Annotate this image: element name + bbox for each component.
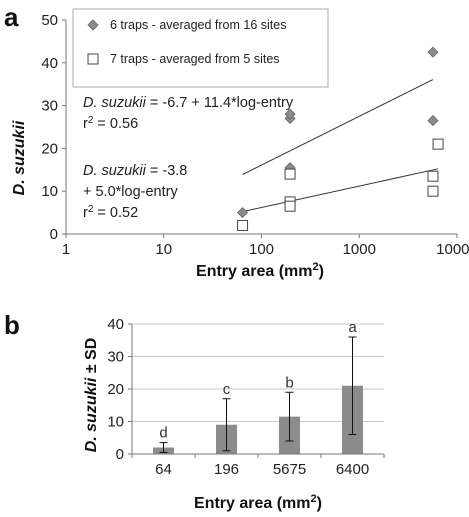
significance-letter-64: d: [159, 425, 167, 442]
y-tick-label-a: 0: [50, 226, 58, 243]
data-point-series-1: [427, 46, 439, 58]
y-axis-title-b: D. suzukii ± SD: [83, 338, 100, 453]
data-point-series-1: [284, 108, 296, 120]
legend-a: 6 traps - averaged from 16 sites 7 traps …: [72, 8, 329, 88]
x-tick-label-b: 5675: [273, 461, 306, 478]
x-axis-title-a: Entry area (mm2): [196, 261, 324, 280]
panel-b: b d c b a 0 10 20 30 40 64 196 5675 6400 Entry area…: [4, 310, 385, 512]
data-point-series-1: [427, 115, 439, 127]
equation-1-line-2: r2 = 0.56: [83, 115, 138, 132]
panel-a: a 6 traps - averaged from 16 sites 7 trap…: [4, 2, 469, 280]
trend-line-series-1: [242, 79, 434, 175]
x-tick-label-b: 64: [155, 461, 172, 478]
significance-letter-6400: a: [348, 319, 357, 336]
x-tick-label-b: 196: [214, 461, 239, 478]
x-tick-label-a: 1000: [343, 241, 376, 258]
legend-marker-1: [87, 19, 99, 31]
data-point-series-2: [427, 185, 439, 197]
y-tick-label-a: 50: [41, 12, 58, 29]
data-point-series-2: [284, 200, 296, 212]
data-point-series-2: [427, 170, 439, 182]
y-tick-label-b: 0: [116, 446, 124, 463]
legend-label-1: 6 traps - averaged from 16 sites: [110, 18, 286, 32]
x-tick-label-b: 6400: [336, 461, 369, 478]
x-axis-title-b: Entry area (mm2): [194, 493, 322, 512]
x-tick-label-a: 1: [62, 241, 70, 258]
x-tick-label-a: 10000: [436, 241, 469, 258]
y-tick-label-b: 10: [107, 414, 124, 431]
x-tick-label-a: 10: [155, 241, 172, 258]
significance-letter-196: c: [223, 381, 231, 398]
panel-b-letter: b: [4, 310, 20, 340]
x-tick-label-a: 100: [249, 241, 274, 258]
data-point-series-2: [432, 138, 444, 150]
legend-label-2: 7 traps - averaged from 5 sites: [110, 52, 280, 66]
legend-marker-2: [87, 53, 99, 65]
data-point-series-1: [236, 207, 249, 219]
trend-line-series-2: [242, 168, 439, 213]
equation-2-line-2: + 5.0*log-entry: [83, 184, 178, 200]
legend-box: [72, 8, 329, 88]
y-tick-label-a: 20: [41, 140, 58, 157]
equation-2-line-3: r2 = 0.52: [83, 204, 138, 221]
y-tick-label-a: 10: [41, 183, 58, 200]
y-tick-label-b: 40: [107, 316, 124, 333]
y-tick-label-b: 30: [107, 349, 124, 366]
data-point-series-2: [237, 219, 249, 231]
significance-letter-5675: b: [285, 374, 293, 391]
y-tick-label-a: 40: [41, 55, 58, 72]
y-axis-title-a: D. suzukii: [11, 120, 28, 195]
y-tick-label-b: 20: [107, 381, 124, 398]
equation-2-line-1: D. suzukii = -3.8: [83, 163, 187, 179]
y-tick-label-a: 30: [41, 98, 58, 115]
equation-1-line-1: D. suzukii = -6.7 + 11.4*log-entry: [83, 95, 294, 111]
panel-a-letter: a: [4, 2, 19, 32]
data-point-series-2: [284, 168, 296, 180]
